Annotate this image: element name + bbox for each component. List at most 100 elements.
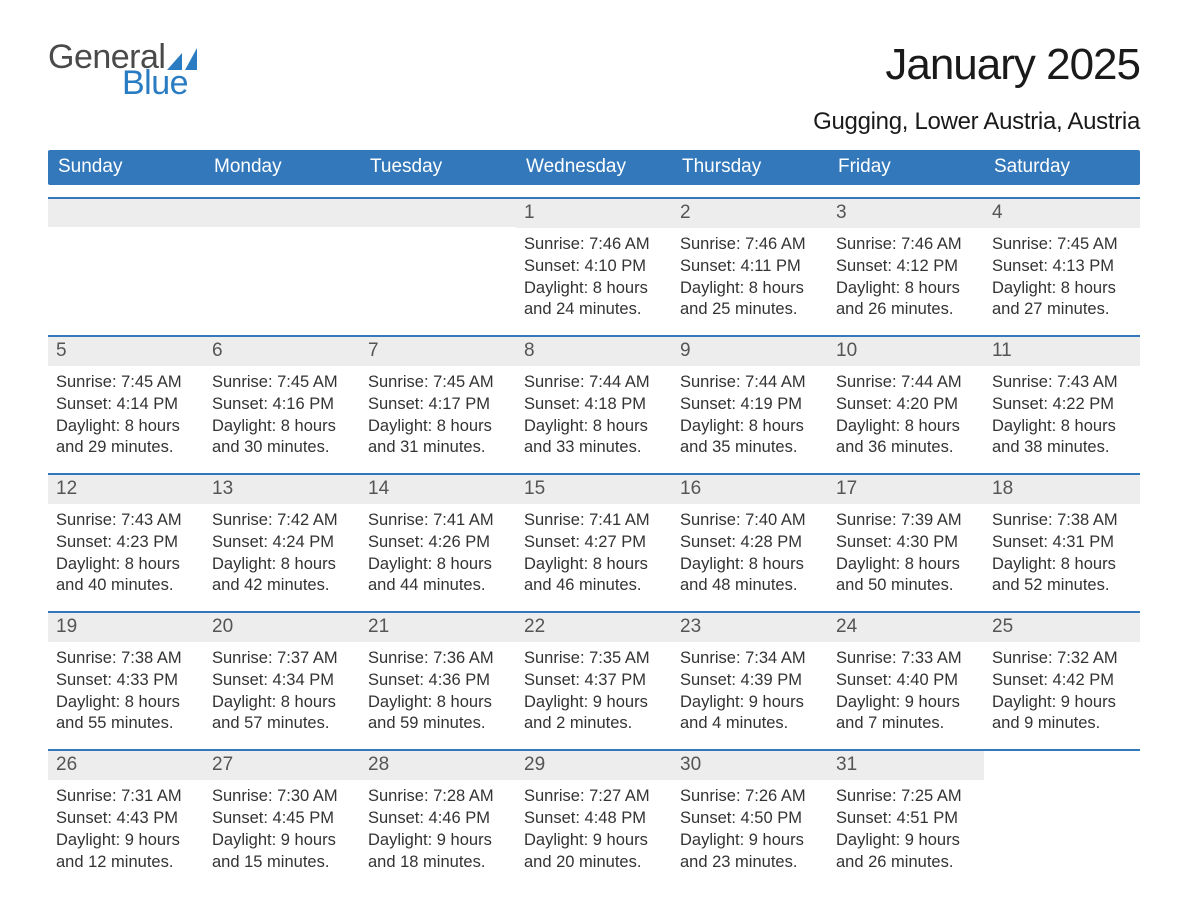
day-number: 31 [828, 751, 984, 780]
day-details: Sunrise: 7:27 AMSunset: 4:48 PMDaylight:… [516, 780, 672, 875]
daylight-line2: and 35 minutes. [680, 437, 820, 459]
day-cell: 17Sunrise: 7:39 AMSunset: 4:30 PMDayligh… [828, 475, 984, 599]
daylight-line1: Daylight: 9 hours [524, 830, 664, 852]
sunset-text: Sunset: 4:33 PM [56, 670, 196, 692]
daylight-line2: and 30 minutes. [212, 437, 352, 459]
sunset-text: Sunset: 4:18 PM [524, 394, 664, 416]
day-cell: 5Sunrise: 7:45 AMSunset: 4:14 PMDaylight… [48, 337, 204, 461]
day-number: 22 [516, 613, 672, 642]
sunrise-text: Sunrise: 7:34 AM [680, 648, 820, 670]
sunset-text: Sunset: 4:36 PM [368, 670, 508, 692]
daylight-line1: Daylight: 8 hours [368, 554, 508, 576]
daylight-line2: and 48 minutes. [680, 575, 820, 597]
daylight-line2: and 26 minutes. [836, 299, 976, 321]
day-cell: 29Sunrise: 7:27 AMSunset: 4:48 PMDayligh… [516, 751, 672, 875]
daylight-line1: Daylight: 8 hours [836, 416, 976, 438]
day-details: Sunrise: 7:46 AMSunset: 4:12 PMDaylight:… [828, 228, 984, 323]
daylight-line2: and 36 minutes. [836, 437, 976, 459]
sunset-text: Sunset: 4:19 PM [680, 394, 820, 416]
day-details: Sunrise: 7:30 AMSunset: 4:45 PMDaylight:… [204, 780, 360, 875]
sunrise-text: Sunrise: 7:44 AM [680, 372, 820, 394]
day-details: Sunrise: 7:41 AMSunset: 4:26 PMDaylight:… [360, 504, 516, 599]
day-details: Sunrise: 7:39 AMSunset: 4:30 PMDaylight:… [828, 504, 984, 599]
sunset-text: Sunset: 4:42 PM [992, 670, 1132, 692]
daylight-line1: Daylight: 8 hours [524, 554, 664, 576]
title-block: January 2025 Gugging, Lower Austria, Aus… [813, 40, 1140, 136]
sunrise-text: Sunrise: 7:45 AM [56, 372, 196, 394]
day-number: 18 [984, 475, 1140, 504]
day-details: Sunrise: 7:40 AMSunset: 4:28 PMDaylight:… [672, 504, 828, 599]
day-cell [360, 199, 516, 323]
day-details: Sunrise: 7:28 AMSunset: 4:46 PMDaylight:… [360, 780, 516, 875]
sunset-text: Sunset: 4:34 PM [212, 670, 352, 692]
daylight-line2: and 20 minutes. [524, 852, 664, 874]
day-number: 14 [360, 475, 516, 504]
day-number: 4 [984, 199, 1140, 228]
daylight-line2: and 27 minutes. [992, 299, 1132, 321]
sunrise-text: Sunrise: 7:41 AM [524, 510, 664, 532]
sunrise-text: Sunrise: 7:46 AM [680, 234, 820, 256]
day-number: 26 [48, 751, 204, 780]
weekday-header: Monday [204, 150, 360, 185]
sunrise-text: Sunrise: 7:46 AM [836, 234, 976, 256]
daylight-line1: Daylight: 8 hours [56, 692, 196, 714]
sunrise-text: Sunrise: 7:32 AM [992, 648, 1132, 670]
sunset-text: Sunset: 4:43 PM [56, 808, 196, 830]
daylight-line1: Daylight: 9 hours [56, 830, 196, 852]
daylight-line2: and 25 minutes. [680, 299, 820, 321]
daylight-line2: and 2 minutes. [524, 713, 664, 735]
daylight-line1: Daylight: 8 hours [524, 416, 664, 438]
day-number: 5 [48, 337, 204, 366]
day-details: Sunrise: 7:43 AMSunset: 4:22 PMDaylight:… [984, 366, 1140, 461]
day-details: Sunrise: 7:25 AMSunset: 4:51 PMDaylight:… [828, 780, 984, 875]
day-details: Sunrise: 7:44 AMSunset: 4:18 PMDaylight:… [516, 366, 672, 461]
day-cell: 15 Sunrise: 7:41 AMSunset: 4:27 PMDayligh… [516, 475, 672, 599]
daylight-line2: and 31 minutes. [368, 437, 508, 459]
day-number: 12 [48, 475, 204, 504]
day-cell: 14Sunrise: 7:41 AMSunset: 4:26 PMDayligh… [360, 475, 516, 599]
sunset-text: Sunset: 4:27 PM [524, 532, 664, 554]
day-cell: 30Sunrise: 7:26 AMSunset: 4:50 PMDayligh… [672, 751, 828, 875]
day-cell: 22Sunrise: 7:35 AMSunset: 4:37 PMDayligh… [516, 613, 672, 737]
day-cell: 6Sunrise: 7:45 AMSunset: 4:16 PMDaylight… [204, 337, 360, 461]
logo-text-blue: Blue [122, 66, 197, 100]
daylight-line2: and 24 minutes. [524, 299, 664, 321]
day-details: Sunrise: 7:36 AMSunset: 4:36 PMDaylight:… [360, 642, 516, 737]
sunrise-text: Sunrise: 7:44 AM [836, 372, 976, 394]
daylight-line2: and 52 minutes. [992, 575, 1132, 597]
day-number: 2 [672, 199, 828, 228]
day-details: Sunrise: 7:31 AMSunset: 4:43 PMDaylight:… [48, 780, 204, 875]
sunset-text: Sunset: 4:46 PM [368, 808, 508, 830]
sunrise-text: Sunrise: 7:36 AM [368, 648, 508, 670]
day-details: Sunrise: 7:26 AMSunset: 4:50 PMDaylight:… [672, 780, 828, 875]
daylight-line1: Daylight: 8 hours [524, 278, 664, 300]
daylight-line2: and 26 minutes. [836, 852, 976, 874]
daylight-line2: and 15 minutes. [212, 852, 352, 874]
sunset-text: Sunset: 4:30 PM [836, 532, 976, 554]
daylight-line2: and 29 minutes. [56, 437, 196, 459]
sunset-text: Sunset: 4:31 PM [992, 532, 1132, 554]
sunset-text: Sunset: 4:16 PM [212, 394, 352, 416]
sunrise-text: Sunrise: 7:45 AM [212, 372, 352, 394]
daylight-line2: and 38 minutes. [992, 437, 1132, 459]
daylight-line1: Daylight: 9 hours [212, 830, 352, 852]
day-number: 15 [516, 475, 672, 504]
daylight-line2: and 40 minutes. [56, 575, 196, 597]
daylight-line1: Daylight: 9 hours [368, 830, 508, 852]
sunset-text: Sunset: 4:10 PM [524, 256, 664, 278]
daylight-line1: Daylight: 9 hours [524, 692, 664, 714]
sunset-text: Sunset: 4:13 PM [992, 256, 1132, 278]
sunrise-text: Sunrise: 7:43 AM [992, 372, 1132, 394]
day-cell: 11Sunrise: 7:43 AMSunset: 4:22 PMDayligh… [984, 337, 1140, 461]
sunset-text: Sunset: 4:37 PM [524, 670, 664, 692]
day-details: Sunrise: 7:44 AMSunset: 4:19 PMDaylight:… [672, 366, 828, 461]
day-number: 10 [828, 337, 984, 366]
day-number: 3 [828, 199, 984, 228]
sunrise-text: Sunrise: 7:41 AM [368, 510, 508, 532]
day-details: Sunrise: 7:37 AMSunset: 4:34 PMDaylight:… [204, 642, 360, 737]
sunset-text: Sunset: 4:20 PM [836, 394, 976, 416]
day-details: Sunrise: 7:44 AMSunset: 4:20 PMDaylight:… [828, 366, 984, 461]
daylight-line1: Daylight: 8 hours [680, 278, 820, 300]
day-number: 25 [984, 613, 1140, 642]
daylight-line1: Daylight: 8 hours [56, 416, 196, 438]
